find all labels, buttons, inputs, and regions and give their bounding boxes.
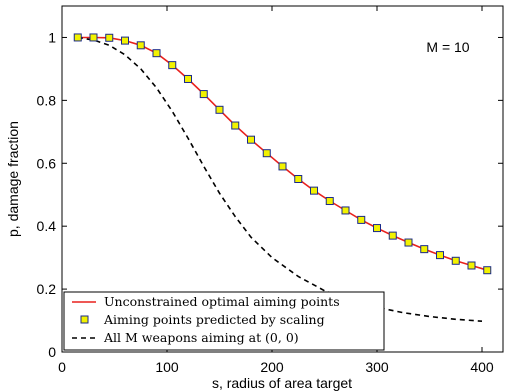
scaling-marker: [294, 175, 303, 183]
x-tick-label: 300: [365, 359, 389, 375]
x-tick-label: 400: [470, 359, 494, 375]
y-tick-label: 0.4: [37, 218, 57, 234]
legend-label-scaling: Aiming points predicted by scaling: [103, 312, 325, 327]
legend: Unconstrained optimal aiming points Aimi…: [63, 291, 385, 351]
scaling-marker: [373, 224, 381, 233]
x-tick-label: 100: [155, 359, 179, 375]
annotation-m: M = 10: [426, 39, 469, 55]
scaling-marker: [105, 33, 114, 42]
plot-frame: [61, 5, 504, 353]
scaling-marker: [168, 61, 177, 70]
markers-layer: [73, 33, 492, 275]
scaling-marker: [278, 162, 287, 171]
y-tick-label: 0.2: [37, 281, 57, 297]
scaling-marker: [420, 245, 429, 254]
scaling-marker: [467, 261, 476, 270]
y-tick-label: 1: [48, 29, 56, 45]
scaling-marker: [483, 266, 492, 275]
scaling-marker: [152, 49, 161, 58]
x-tick-label: 200: [260, 359, 284, 375]
y-tick-label: 0.8: [37, 92, 57, 108]
scaling-marker: [121, 36, 129, 45]
y-tick-label: 0: [48, 344, 56, 360]
scaling-marker: [73, 33, 82, 42]
legend-swatch-scaling: [80, 315, 89, 324]
scaling-marker: [184, 74, 192, 83]
scaling-marker: [341, 206, 350, 215]
scaling-marker: [310, 186, 318, 195]
scaling-marker: [388, 231, 397, 240]
scaling-marker: [136, 41, 145, 50]
legend-label-origin: All M weapons aiming at (0, 0): [103, 330, 299, 345]
scaling-marker: [262, 149, 271, 158]
scaling-marker: [199, 90, 208, 99]
x-axis-label: s, radius of area target: [212, 375, 352, 391]
legend-label-optimal: Unconstrained optimal aiming points: [104, 294, 340, 309]
ticks-layer: 0 100 200 300 400 0 0.2 0.4 0.6 0.8 1: [37, 6, 503, 375]
y-tick-label: 0.6: [37, 155, 57, 171]
scaling-marker: [357, 215, 366, 224]
scaling-marker: [325, 197, 334, 206]
scaling-marker: [247, 135, 255, 144]
scaling-marker: [436, 251, 444, 260]
scaling-marker: [451, 256, 460, 265]
scaling-marker: [215, 105, 224, 114]
scaling-marker: [231, 121, 240, 130]
scaling-marker: [404, 238, 413, 247]
legend-box: [63, 291, 385, 351]
origin-aiming-curve: [77, 36, 483, 322]
scaling-marker: [89, 33, 98, 42]
y-axis-label: p, damage fraction: [5, 121, 21, 237]
x-tick-label: 0: [58, 359, 66, 375]
